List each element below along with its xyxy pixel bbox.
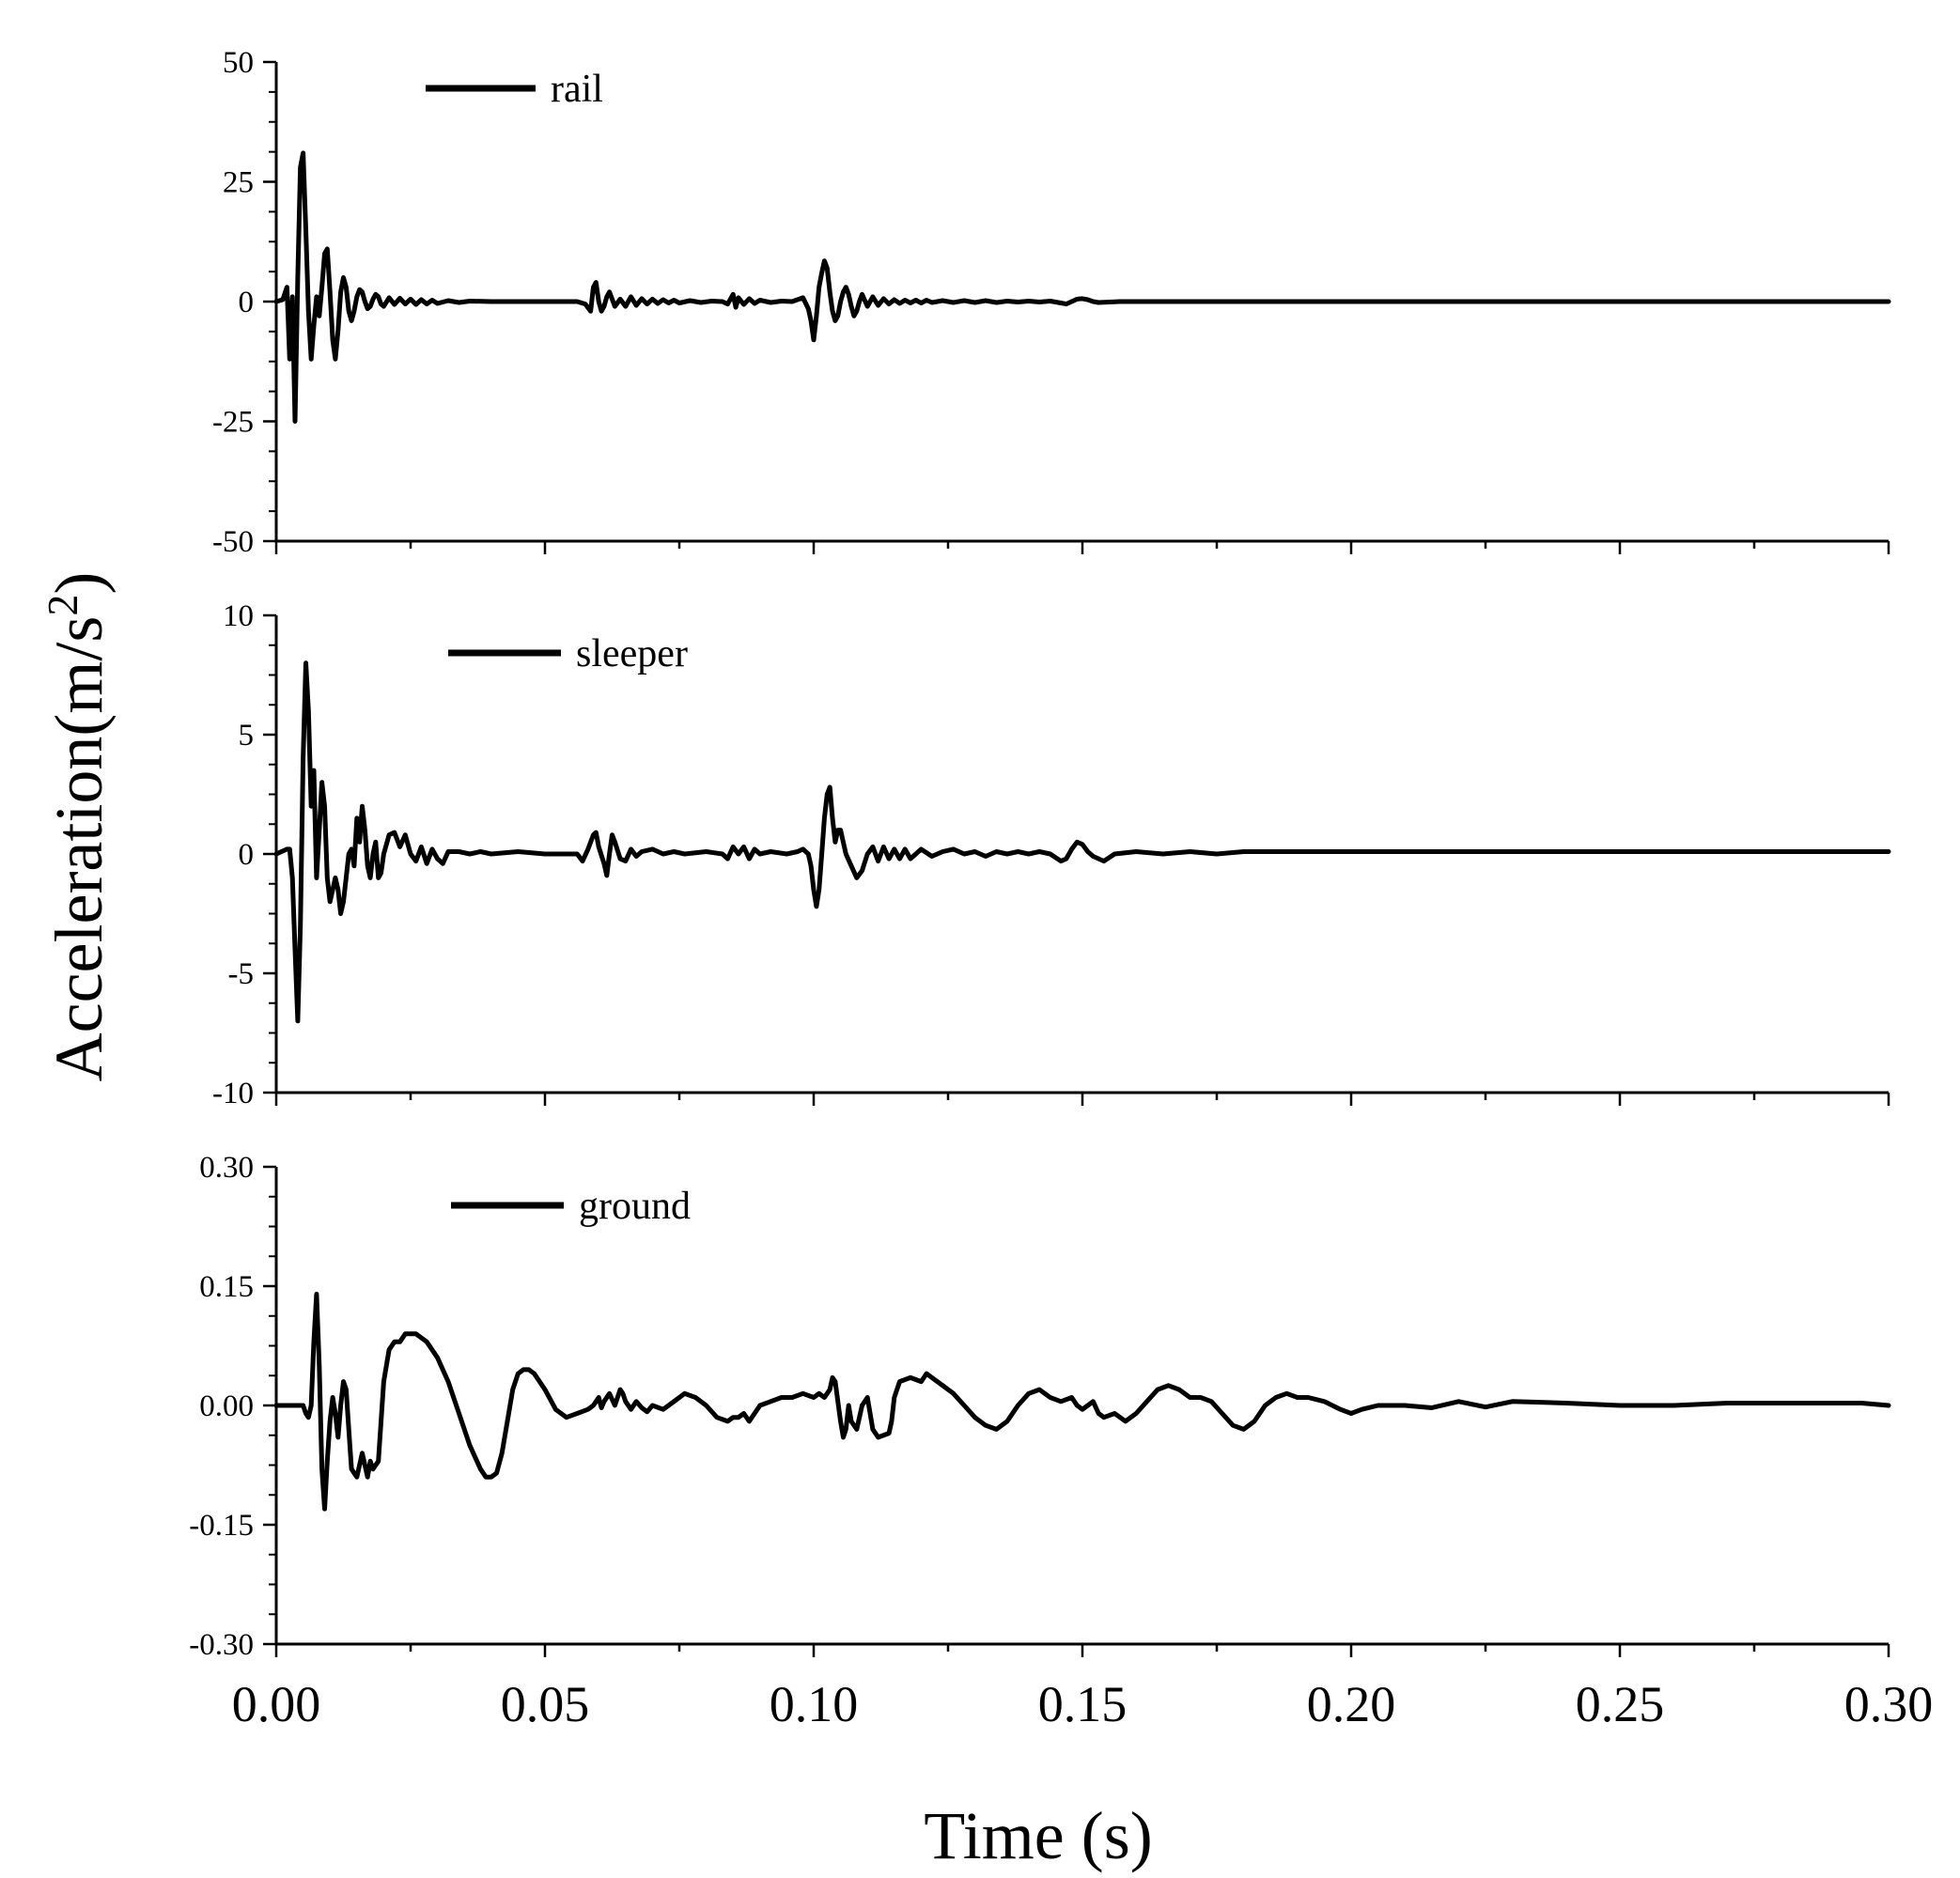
series-line-sleeper [273,660,1891,1024]
x-tick-label: 0.05 [501,1676,590,1732]
y-tick-label: -0.15 [189,1509,254,1543]
y-tick-label: -10 [212,1077,254,1110]
y-tick-label: -50 [212,525,254,559]
x-tick-labels: 0.00 0.05 0.10 0.15 0.20 0.25 0.30 [232,1676,1934,1732]
y-tick-label: 25 [223,166,254,200]
x-tick-label: 0.15 [1038,1676,1128,1732]
series-line-rail [273,150,1891,424]
y-tick-label: 0.30 [199,1151,254,1185]
y-tick-label: -0.30 [189,1628,254,1662]
panel-sleeper: 10 5 0 -5 -10 sleeper [212,599,1891,1110]
x-tick-label: 0.10 [770,1676,859,1732]
y-tick-label: 0 [239,286,255,319]
x-tick-label: 0.25 [1576,1676,1665,1732]
y-tick-label: -5 [228,957,255,991]
x-tick-label: 0.00 [232,1676,321,1732]
y-tick-label: 50 [223,46,254,80]
x-tick-label: 0.20 [1307,1676,1396,1732]
panel-rail: 50 25 0 -25 -50 rail [212,46,1891,559]
legend-label: rail [551,68,603,111]
y-axis-title: Acceleration(m/s2) [39,572,117,1082]
legend-label: ground [579,1185,691,1228]
y-tick-label: 5 [239,719,255,753]
y-tick-label: 10 [223,599,254,633]
panel-ground: 0.30 0.15 0.00 -0.15 -0.30 ground [189,1151,1891,1662]
y-tick-label: 0.15 [199,1270,254,1304]
y-tick-label: 0 [239,838,255,872]
y-tick-label: -25 [212,406,254,440]
y-tick-label: 0.00 [199,1389,254,1423]
y-axis-title-superscript: 2 [39,595,86,616]
panels: 50250-25-50rail1050-5-10sleeper0.300.150… [189,46,1891,1662]
series-line-ground [273,1292,1891,1512]
x-tick-label: 0.30 [1844,1676,1934,1732]
legend-label: sleeper [576,632,688,675]
x-axis-title: Time (s) [924,1798,1152,1873]
